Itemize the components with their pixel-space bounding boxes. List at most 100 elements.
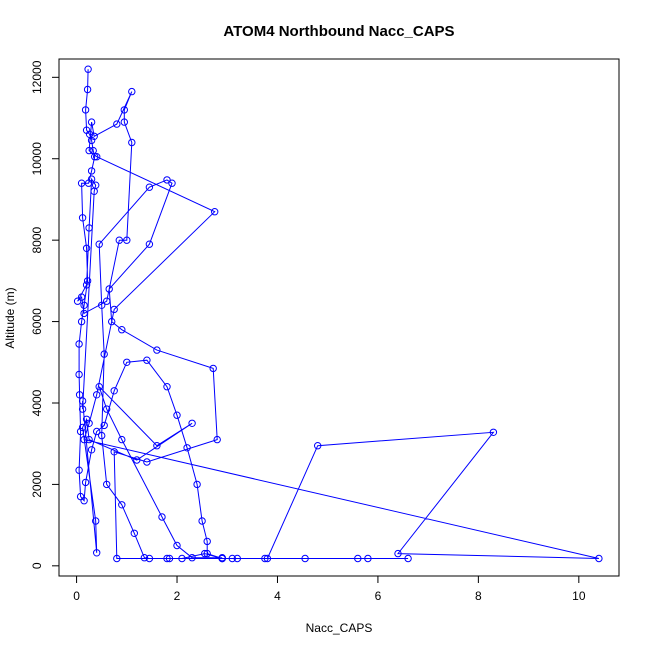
- data-point: [145, 183, 154, 191]
- data-point: [98, 301, 106, 309]
- data-point: [193, 480, 201, 489]
- data-point: [168, 179, 176, 187]
- data-point: [81, 106, 90, 114]
- data-point: [90, 187, 98, 196]
- data-point: [364, 554, 372, 563]
- x-axis-label: Nacc_CAPS: [306, 621, 373, 635]
- data-point: [203, 537, 211, 546]
- data-point: [228, 554, 237, 563]
- data-point: [84, 65, 92, 73]
- data-point: [153, 442, 161, 450]
- data-point: [145, 240, 154, 248]
- data-point: [143, 356, 151, 364]
- data-point: [163, 383, 171, 391]
- x-axis: 0 2 4 6 8 10: [73, 575, 586, 603]
- data-point: [87, 175, 96, 183]
- data-point: [595, 554, 603, 563]
- data-point: [143, 458, 151, 466]
- data-point: [133, 456, 141, 464]
- data-point: [75, 466, 83, 474]
- data-point: [80, 301, 88, 309]
- data-point: [173, 411, 181, 419]
- data-point: [128, 87, 136, 96]
- data-point: [173, 541, 181, 550]
- data-point: [87, 118, 96, 126]
- data-point: [211, 208, 219, 216]
- x-tick-label: 10: [572, 589, 586, 603]
- data-point: [103, 480, 111, 489]
- data-point: [218, 554, 226, 562]
- data-point: [123, 358, 131, 366]
- data-point: [188, 419, 196, 427]
- x-tick-label: 8: [475, 589, 482, 603]
- data-point: [489, 428, 498, 436]
- data-point: [213, 435, 221, 444]
- data-point: [394, 549, 402, 558]
- points-layer: [73, 65, 603, 563]
- data-point: [110, 387, 118, 395]
- data-point: [165, 554, 174, 563]
- data-point: [233, 554, 242, 563]
- data-point: [82, 281, 91, 289]
- data-point: [115, 236, 124, 244]
- data-point: [120, 118, 129, 126]
- data-point: [87, 446, 96, 454]
- data-point: [105, 285, 113, 293]
- data-point: [100, 350, 108, 358]
- data-point: [123, 236, 131, 244]
- data-point: [92, 517, 100, 525]
- data-point: [75, 391, 84, 399]
- data-point: [83, 85, 92, 94]
- data-point: [81, 478, 90, 487]
- data-point: [354, 554, 362, 563]
- data-point: [78, 423, 87, 432]
- data-point: [118, 326, 126, 334]
- data-point: [76, 427, 85, 436]
- data-point: [108, 317, 116, 326]
- data-point: [103, 297, 111, 305]
- data-point: [82, 415, 91, 423]
- data-point: [73, 297, 82, 305]
- data-point: [209, 364, 217, 373]
- y-tick-label: 8000: [30, 226, 44, 253]
- y-tick-label: 12000: [30, 60, 44, 94]
- data-point: [85, 419, 93, 427]
- data-point: [93, 153, 101, 161]
- data-point: [93, 549, 101, 557]
- x-tick-label: 2: [174, 589, 181, 603]
- data-point: [83, 277, 92, 285]
- data-point: [130, 529, 139, 537]
- data-point: [87, 136, 96, 145]
- y-tick-label: 2000: [30, 471, 44, 498]
- data-point: [183, 444, 191, 452]
- data-point: [118, 501, 126, 509]
- data-point: [301, 554, 309, 563]
- data-point: [77, 179, 86, 187]
- x-tick-label: 4: [274, 589, 281, 603]
- data-point: [201, 549, 209, 558]
- data-point: [261, 554, 269, 563]
- series-layer: [77, 69, 600, 559]
- data-point: [75, 370, 83, 379]
- data-point: [98, 431, 106, 440]
- data-point: [95, 383, 103, 391]
- data-point: [95, 240, 103, 248]
- data-point: [113, 120, 121, 128]
- data-point: [93, 427, 101, 436]
- data-point: [87, 167, 96, 175]
- data-point: [203, 549, 211, 558]
- data-point: [158, 513, 166, 521]
- data-point: [75, 340, 83, 348]
- data-point: [80, 435, 88, 444]
- data-point: [198, 517, 206, 525]
- data-point: [404, 554, 412, 563]
- data-point: [163, 554, 171, 563]
- data-point: [163, 176, 171, 184]
- data-point: [82, 244, 91, 253]
- data-point: [91, 153, 99, 161]
- data-point: [78, 405, 87, 413]
- data-point: [80, 309, 88, 318]
- data-point: [85, 224, 93, 232]
